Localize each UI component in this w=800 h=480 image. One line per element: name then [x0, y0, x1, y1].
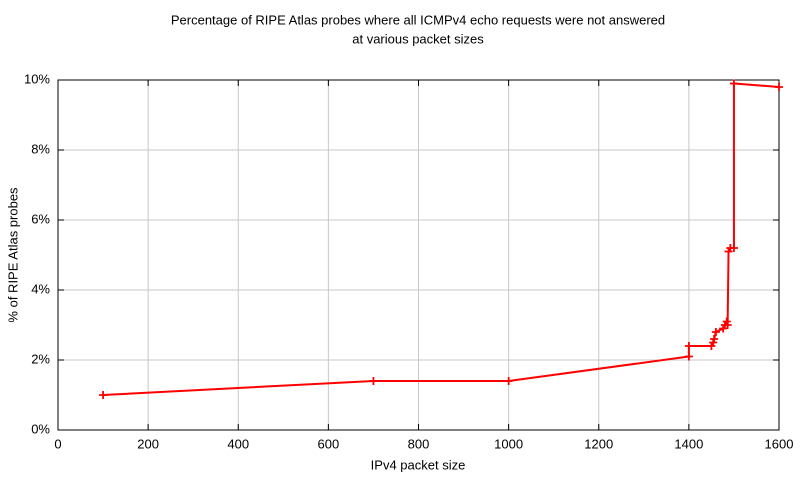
plot-border [57, 79, 780, 431]
x-tick-label: 0 [54, 436, 61, 451]
chart-title: Percentage of RIPE Atlas probes where al… [171, 12, 665, 27]
data-point [369, 377, 378, 385]
y-axis-label: % of RIPE Atlas probes [5, 187, 20, 323]
data-point [684, 342, 693, 350]
x-tick-label: 1000 [494, 436, 523, 451]
x-tick-label: 1200 [584, 436, 613, 451]
x-tick-label: 600 [318, 436, 340, 451]
y-tick-label: 2% [31, 351, 50, 366]
data-point [99, 391, 108, 399]
x-tick-label: 200 [137, 436, 159, 451]
data-point [775, 83, 783, 91]
x-tick-label: 400 [227, 436, 249, 451]
x-tick-label: 1400 [674, 436, 703, 451]
data-point [711, 328, 720, 336]
x-tick-label: 800 [408, 436, 430, 451]
data-point [684, 352, 693, 361]
data-line [103, 82, 780, 396]
y-tick-label: 4% [31, 281, 50, 296]
y-tick-label: 10% [24, 71, 50, 86]
x-axis-label: IPv4 packet size [371, 457, 466, 472]
chart-title: at various packet sizes [352, 31, 484, 46]
y-tick-label: 8% [31, 141, 50, 156]
x-tick-label: 1600 [765, 436, 794, 451]
data-point [723, 321, 732, 329]
data-point [504, 377, 513, 385]
y-tick-label: 6% [31, 211, 50, 226]
data-point [729, 79, 738, 88]
y-tick-label: 0% [31, 421, 50, 436]
data-point [710, 335, 719, 343]
data-point [729, 244, 738, 252]
